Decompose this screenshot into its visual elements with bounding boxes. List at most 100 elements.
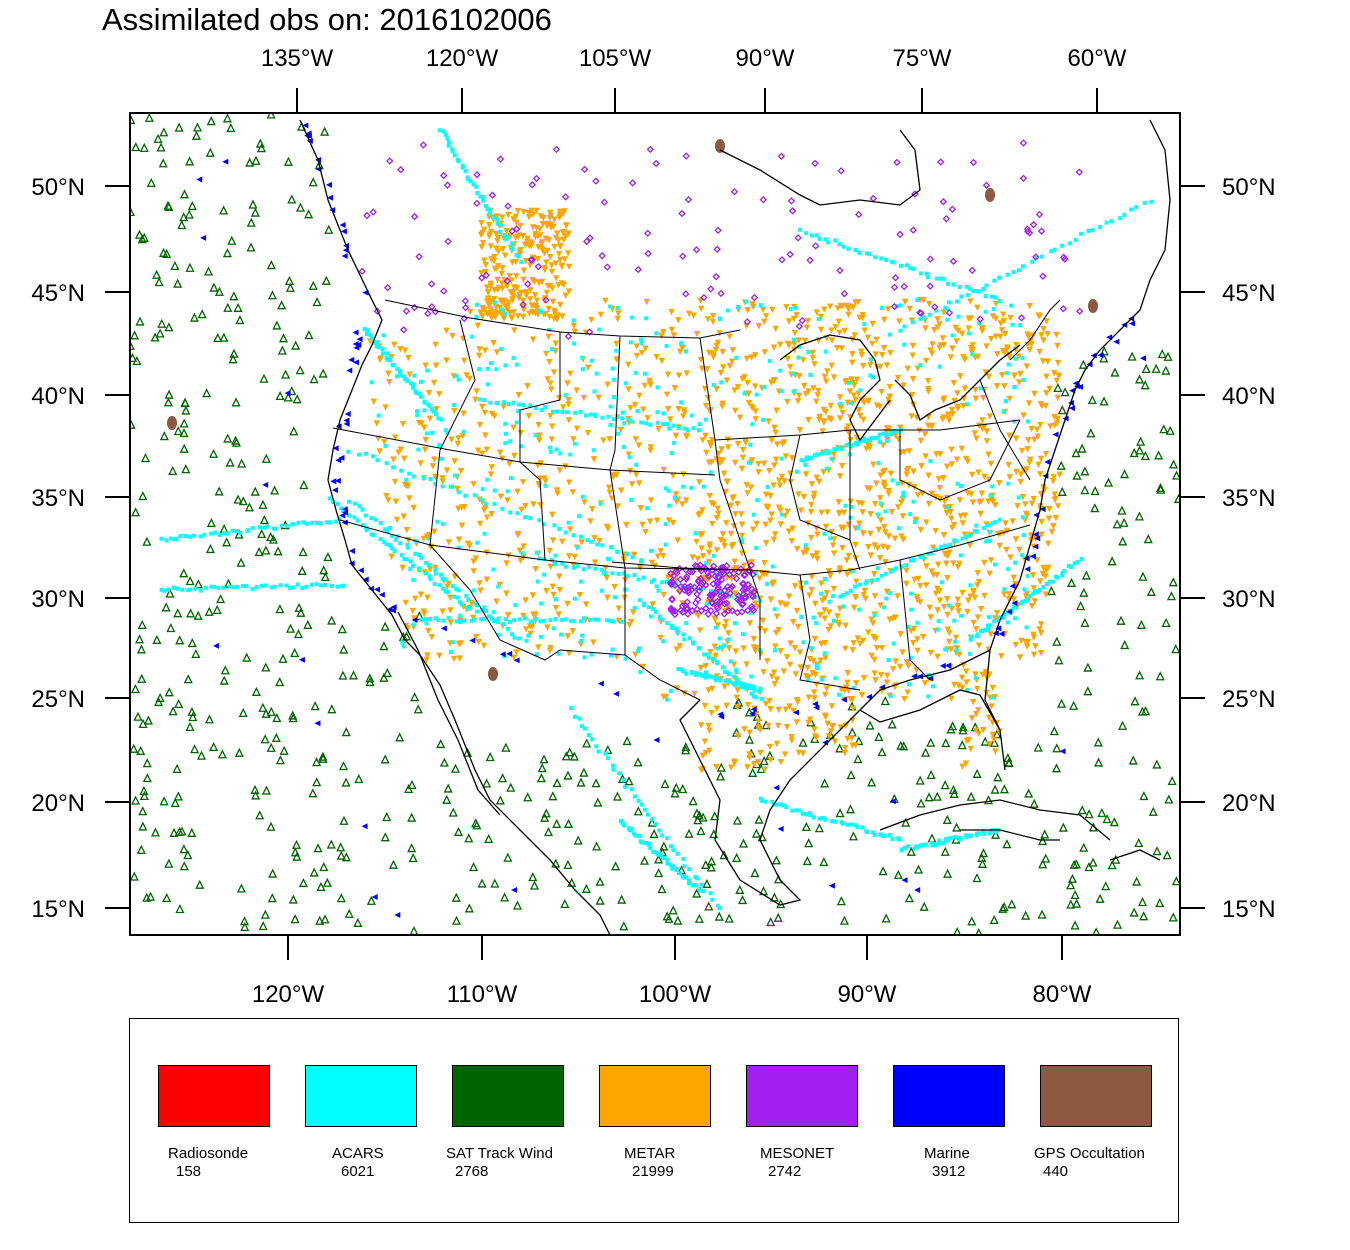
metar-marker — [556, 257, 564, 264]
acars-marker — [250, 587, 255, 592]
metar-marker — [382, 404, 389, 411]
metar-marker — [546, 647, 554, 655]
sat-track-wind-marker — [1139, 791, 1149, 801]
metar-marker — [530, 501, 537, 508]
acars-marker — [159, 536, 164, 541]
metar-marker — [953, 645, 961, 652]
acars-marker — [548, 449, 553, 454]
acars-marker — [871, 435, 876, 440]
metar-marker — [1043, 373, 1050, 380]
acars-marker — [1020, 355, 1025, 360]
acars-marker — [437, 128, 442, 133]
sat-track-wind-marker — [308, 788, 318, 798]
metar-marker — [860, 674, 868, 682]
sat-track-wind-marker — [407, 812, 417, 822]
metar-marker — [816, 413, 823, 421]
metar-marker — [552, 604, 560, 612]
acars-marker — [445, 136, 450, 141]
mesonet-marker — [688, 607, 697, 615]
metar-marker — [478, 270, 485, 277]
sat-track-wind-marker — [1088, 857, 1098, 867]
acars-marker — [1134, 205, 1139, 210]
sat-track-wind-marker — [214, 486, 224, 496]
metar-marker — [881, 483, 888, 491]
acars-marker — [675, 627, 680, 632]
acars-marker — [511, 400, 516, 405]
metar-marker — [499, 285, 506, 292]
acars-marker — [645, 506, 650, 511]
acars-marker — [896, 526, 901, 531]
mesonet-marker — [580, 165, 589, 174]
metar-marker — [1014, 503, 1021, 510]
legend-label: ACARS — [332, 1145, 384, 1162]
marine-marker — [352, 359, 359, 366]
sat-track-wind-marker — [324, 224, 334, 234]
metar-marker — [1019, 493, 1027, 501]
sat-track-wind-marker — [139, 790, 149, 801]
acars-marker — [638, 834, 643, 839]
acars-marker — [703, 670, 708, 675]
metar-marker — [573, 387, 580, 394]
acars-marker — [265, 524, 270, 529]
mesonet-marker — [646, 145, 655, 154]
acars-marker — [498, 347, 503, 352]
sat-track-wind-marker — [819, 856, 829, 867]
metar-marker — [899, 513, 907, 520]
acars-marker — [474, 314, 479, 319]
metar-marker — [880, 479, 888, 487]
metar-marker — [962, 455, 970, 463]
metar-marker — [708, 709, 715, 717]
metar-marker — [803, 324, 811, 331]
marine-marker — [334, 477, 341, 484]
metar-marker — [974, 570, 981, 577]
metar-marker — [476, 346, 483, 353]
metar-marker — [983, 438, 991, 445]
metar-marker — [761, 349, 769, 356]
acars-marker — [728, 594, 733, 599]
gps-occultation-marker — [985, 188, 995, 202]
metar-marker — [706, 408, 713, 415]
metar-marker — [937, 342, 944, 349]
metar-marker — [810, 689, 818, 696]
metar-marker — [802, 471, 810, 478]
sat-track-wind-marker — [287, 194, 297, 204]
metar-marker — [987, 557, 995, 564]
metar-marker — [1051, 491, 1058, 498]
metar-marker — [1038, 531, 1045, 539]
marine-marker — [325, 181, 332, 188]
sat-track-wind-marker — [146, 177, 156, 188]
sat-track-wind-marker — [173, 278, 183, 288]
metar-marker — [496, 304, 504, 311]
sat-track-wind-marker — [639, 855, 650, 865]
metar-marker — [1049, 477, 1057, 485]
acars-marker — [510, 247, 515, 252]
metar-marker — [505, 299, 512, 306]
metar-marker — [775, 477, 783, 484]
metar-marker — [498, 270, 505, 278]
metar-marker — [781, 601, 788, 608]
sat-track-wind-marker — [624, 776, 634, 786]
acars-marker — [335, 584, 340, 589]
acars-marker — [514, 362, 519, 367]
metar-marker — [836, 394, 844, 401]
metar-marker — [587, 518, 594, 525]
sat-track-wind-marker — [285, 282, 295, 292]
sat-track-wind-marker — [448, 807, 458, 817]
sat-track-wind-marker — [319, 862, 329, 872]
sat-track-wind-marker — [924, 792, 934, 802]
acars-marker — [482, 531, 487, 536]
metar-marker — [914, 492, 922, 499]
acars-marker — [499, 223, 504, 228]
sat-track-wind-marker — [612, 791, 623, 801]
mesonet-marker — [734, 568, 743, 576]
sat-track-wind-marker — [915, 775, 925, 785]
acars-marker — [423, 616, 428, 621]
acars-marker — [538, 619, 543, 624]
metar-marker — [1006, 474, 1013, 481]
acars-marker — [619, 619, 624, 624]
metar-marker — [845, 430, 853, 437]
metar-marker — [1025, 400, 1033, 407]
metar-marker — [948, 446, 955, 453]
acars-marker — [171, 585, 176, 590]
acars-marker — [588, 412, 593, 417]
